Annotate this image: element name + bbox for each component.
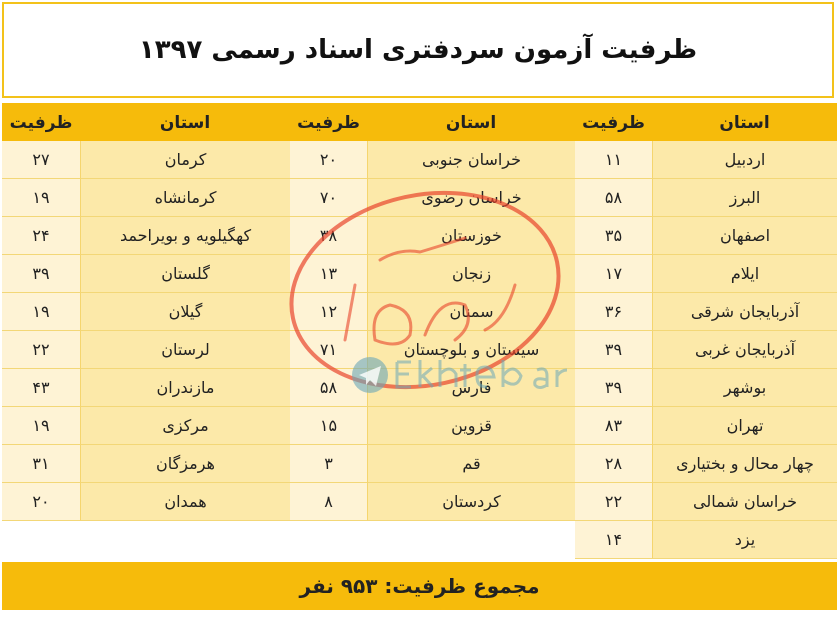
page-title: ظرفیت آزمون سردفتری اسناد رسمی ۱۳۹۷ — [138, 35, 698, 65]
empty-cell — [290, 521, 367, 559]
province-cell: آذربایجان شرقی — [652, 293, 837, 331]
capacity-cell: ۸۳ — [575, 407, 652, 445]
province-cell: کرمانشاه — [80, 179, 290, 217]
header-capacity: ظرفیت — [2, 103, 80, 143]
capacity-cell: ۱۴ — [575, 521, 652, 559]
province-cell: البرز — [652, 179, 837, 217]
capacity-cell: ۱۹ — [2, 179, 80, 217]
capacity-cell: ۳۹ — [575, 331, 652, 369]
province-cell: کهگیلویه و بویراحمد — [80, 217, 290, 255]
header-capacity: ظرفیت — [575, 103, 652, 143]
province-cell: قزوین — [367, 407, 575, 445]
capacity-cell: ۲۰ — [290, 141, 367, 179]
capacity-cell: ۲۴ — [2, 217, 80, 255]
capacity-cell: ۱۹ — [2, 407, 80, 445]
province-cell: هرمزگان — [80, 445, 290, 483]
capacity-cell: ۳۹ — [575, 369, 652, 407]
capacity-cell: ۱۲ — [290, 293, 367, 331]
capacity-cell: ۱۷ — [575, 255, 652, 293]
capacity-cell: ۱۳ — [290, 255, 367, 293]
capacity-cell: ۲۷ — [2, 141, 80, 179]
province-cell: اصفهان — [652, 217, 837, 255]
capacity-cell: ۷۱ — [290, 331, 367, 369]
province-cell: مازندران — [80, 369, 290, 407]
header-province: استان — [652, 103, 837, 143]
province-cell: زنجان — [367, 255, 575, 293]
capacity-cell: ۱۹ — [2, 293, 80, 331]
capacity-cell: ۵۸ — [290, 369, 367, 407]
empty-cell — [80, 521, 290, 559]
province-cell: لرستان — [80, 331, 290, 369]
total-footer: مجموع ظرفیت: ۹۵۳ نفر — [2, 562, 837, 610]
capacity-cell: ۱۱ — [575, 141, 652, 179]
capacity-cell: ۳۹ — [2, 255, 80, 293]
capacity-cell: ۲۰ — [2, 483, 80, 521]
province-cell: خراسان جنوبی — [367, 141, 575, 179]
province-cell: خراسان رضوی — [367, 179, 575, 217]
capacity-cell: ۳۸ — [290, 217, 367, 255]
capacity-cell: ۳۱ — [2, 445, 80, 483]
province-cell: سیستان و بلوچستان — [367, 331, 575, 369]
capacity-cell: ۲۲ — [2, 331, 80, 369]
province-cell: ایلام — [652, 255, 837, 293]
total-text: مجموع ظرفیت: ۹۵۳ نفر — [299, 574, 540, 598]
province-cell: سمنان — [367, 293, 575, 331]
province-cell: یزد — [652, 521, 837, 559]
capacity-cell: ۷۰ — [290, 179, 367, 217]
header-province: استان — [80, 103, 290, 143]
capacity-cell: ۸ — [290, 483, 367, 521]
province-cell: کردستان — [367, 483, 575, 521]
province-cell: گلستان — [80, 255, 290, 293]
empty-cell — [367, 521, 575, 559]
province-cell: اردبیل — [652, 141, 837, 179]
title-box: ظرفیت آزمون سردفتری اسناد رسمی ۱۳۹۷ — [2, 2, 834, 98]
province-cell: بوشهر — [652, 369, 837, 407]
capacity-cell: ۳۵ — [575, 217, 652, 255]
province-cell: قم — [367, 445, 575, 483]
province-cell: فارس — [367, 369, 575, 407]
province-cell: کرمان — [80, 141, 290, 179]
province-cell: خراسان شمالی — [652, 483, 837, 521]
capacity-cell: ۳ — [290, 445, 367, 483]
capacity-cell: ۲۸ — [575, 445, 652, 483]
empty-cell — [2, 521, 80, 559]
province-cell: تهران — [652, 407, 837, 445]
province-cell: خوزستان — [367, 217, 575, 255]
province-cell: گیلان — [80, 293, 290, 331]
province-cell: همدان — [80, 483, 290, 521]
capacity-table: استان ظرفیت استان ظرفیت استان ظرفیت اردبیل ۱۱ خر… — [2, 103, 837, 559]
province-cell: چهار محال و بختیاری — [652, 445, 837, 483]
capacity-cell: ۳۶ — [575, 293, 652, 331]
header-province: استان — [367, 103, 575, 143]
capacity-cell: ۲۲ — [575, 483, 652, 521]
capacity-cell: ۴۳ — [2, 369, 80, 407]
capacity-cell: ۵۸ — [575, 179, 652, 217]
province-cell: آذربایجان غربی — [652, 331, 837, 369]
header-capacity: ظرفیت — [290, 103, 367, 143]
province-cell: مرکزی — [80, 407, 290, 445]
capacity-cell: ۱۵ — [290, 407, 367, 445]
